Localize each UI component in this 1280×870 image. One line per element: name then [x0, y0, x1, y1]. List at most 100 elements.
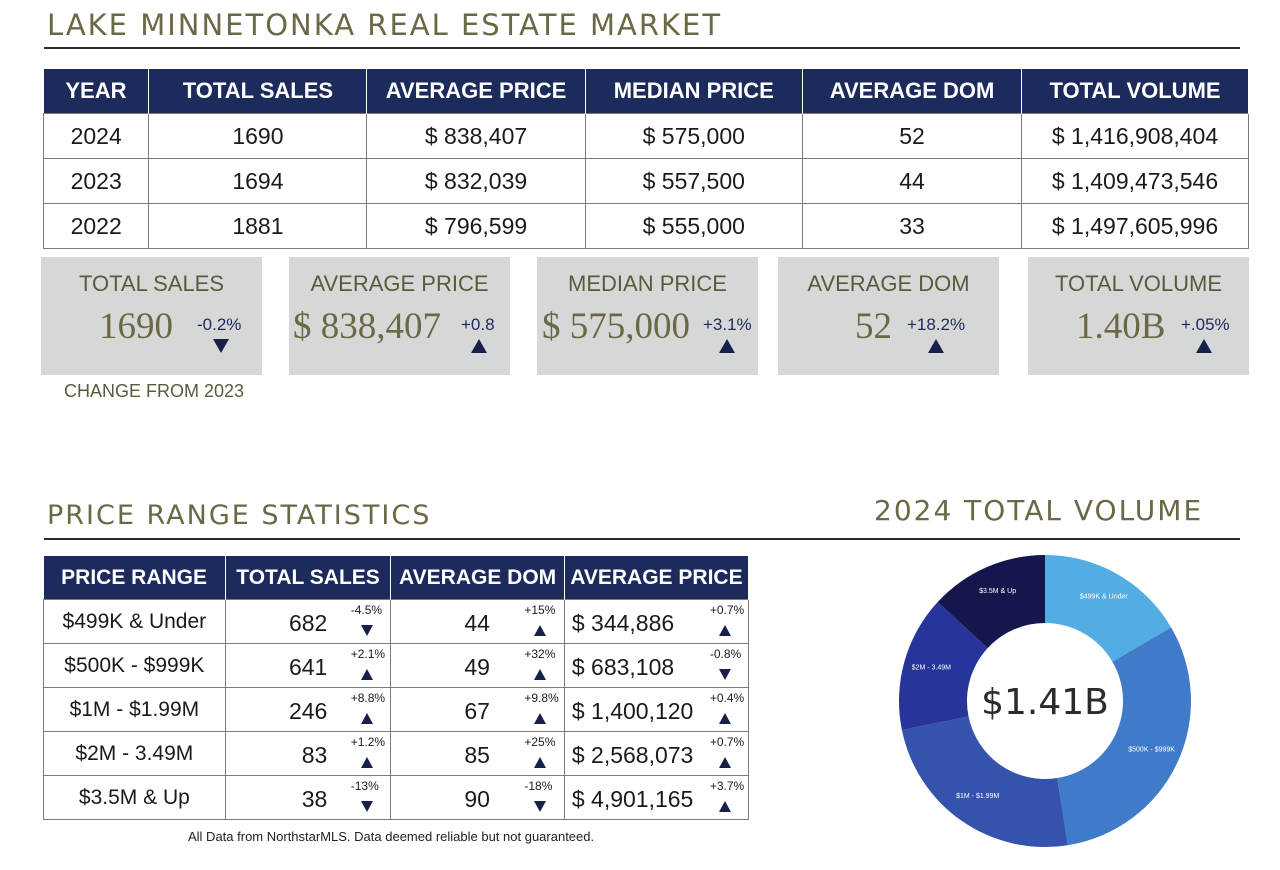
- sales-change: +8.8%: [350, 691, 386, 705]
- price-change: +0.7%: [709, 735, 745, 749]
- cell-total-volume: $ 1,497,605,996: [1021, 203, 1249, 249]
- cell-total-sales: 246 +8.8%: [224, 687, 392, 732]
- dom-change: +9.8%: [524, 691, 559, 705]
- slice-label: $1M - $1.99M: [956, 793, 999, 800]
- cell-price-range: $2M - 3.49M: [43, 731, 226, 776]
- down-arrow-icon: [213, 339, 229, 353]
- section-title-volume: 2024 TOTAL VOLUME: [874, 494, 1204, 527]
- price-range-table: PRICE RANGE TOTAL SALES AVERAGE DOM AVER…: [43, 556, 750, 820]
- cell-median-price: $ 555,000: [584, 203, 804, 249]
- section-title-price-range: PRICE RANGE STATISTICS: [47, 500, 432, 531]
- table-row: $2M - 3.49M 83 +1.2% 85 +25% $ 2,568,073 +0.7%: [43, 731, 750, 776]
- price-table-header-row: PRICE RANGE TOTAL SALES AVERAGE DOM AVER…: [43, 556, 750, 600]
- col-header-average-price: AVERAGE PRICE: [366, 69, 586, 114]
- cell-average-dom: 67 +9.8%: [390, 687, 565, 732]
- cell-total-volume: $ 1,416,908,404: [1021, 113, 1249, 159]
- cell-total-sales: 1694: [148, 158, 368, 204]
- table-row: $3.5M & Up 38 -13% 90 -18% $ 4,901,165 +3.7%: [43, 775, 750, 820]
- cell-year: 2022: [42, 203, 150, 249]
- card-value: 1.40B: [1076, 306, 1166, 347]
- card-total-volume: TOTAL VOLUME 1.40B +.05%: [1028, 257, 1249, 375]
- down-arrow-icon: [534, 801, 547, 812]
- table-row: 2024 1690 $ 838,407 $ 575,000 52 $ 1,416…: [42, 113, 1249, 159]
- cell-average-dom: 44: [802, 158, 1023, 204]
- card-average-dom: AVERAGE DOM 52 +18.2%: [778, 257, 999, 375]
- cell-average-dom: 90 -18%: [390, 775, 565, 820]
- table-row: $500K - $999K 641 +2.1% 49 +32% $ 683,108 -0.8…: [43, 643, 750, 688]
- down-arrow-icon: [360, 625, 373, 636]
- cell-total-sales: 641 +2.1%: [224, 643, 392, 688]
- sales-change: +2.1%: [350, 647, 386, 661]
- dom-value: 90: [464, 786, 490, 812]
- sales-value: 246: [288, 698, 328, 724]
- cell-total-sales: 1881: [148, 203, 368, 249]
- card-value: $ 575,000: [542, 306, 690, 347]
- card-title: TOTAL VOLUME: [1054, 271, 1223, 296]
- up-arrow-icon: [471, 339, 487, 353]
- cell-average-price: $ 838,407: [366, 113, 586, 159]
- card-value: 52: [855, 306, 892, 347]
- up-arrow-icon: [1196, 339, 1212, 353]
- slice-label: $3.5M & Up: [979, 588, 1016, 595]
- sales-change: -4.5%: [350, 603, 383, 617]
- cell-price-range: $499K & Under: [43, 599, 226, 644]
- price-value: $ 4,901,165: [571, 786, 694, 812]
- table-row: $1M - $1.99M 246 +8.8% 67 +9.8% $ 1,400,120 +0…: [43, 687, 750, 732]
- card-title: MEDIAN PRICE: [568, 271, 727, 296]
- donut-center-label: $1.41B: [981, 682, 1109, 723]
- col-header-average-price: AVERAGE PRICE: [564, 556, 750, 600]
- col-header-year: YEAR: [43, 69, 150, 114]
- cell-average-price: $ 683,108 -0.8%: [563, 643, 750, 688]
- donut-slice: [937, 555, 1045, 649]
- sales-value: 682: [288, 610, 328, 636]
- card-median-price: MEDIAN PRICE $ 575,000 +3.1%: [537, 257, 758, 375]
- card-title: AVERAGE PRICE: [310, 271, 489, 296]
- section-divider: [44, 538, 1240, 540]
- slice-label: $2M - 3.49M: [912, 664, 951, 671]
- card-change: +.05%: [1181, 315, 1230, 334]
- table-row: 2023 1694 $ 832,039 $ 557,500 44 $ 1,409…: [42, 158, 1249, 204]
- dom-change: +32%: [524, 647, 556, 661]
- card-change: -0.2%: [197, 315, 242, 334]
- cell-total-sales: 38 -13%: [224, 775, 392, 820]
- cell-average-price: $ 796,599: [366, 203, 586, 249]
- slice-label: $499K & Under: [1080, 594, 1129, 601]
- cell-average-dom: 33: [802, 203, 1023, 249]
- up-arrow-icon: [718, 713, 731, 724]
- card-change: +0.8: [461, 315, 495, 334]
- cell-average-price: $ 832,039: [366, 158, 586, 204]
- cell-average-dom: 49 +32%: [390, 643, 565, 688]
- dom-value: 67: [464, 698, 490, 724]
- price-value: $ 683,108: [571, 654, 675, 680]
- col-header-average-dom: AVERAGE DOM: [390, 556, 565, 600]
- card-title: TOTAL SALES: [78, 271, 225, 296]
- footnote: All Data from NorthstarMLS. Data deemed …: [188, 829, 595, 844]
- cell-average-dom: 44 +15%: [390, 599, 565, 644]
- down-arrow-icon: [360, 801, 373, 812]
- cell-average-price: $ 2,568,073 +0.7%: [563, 731, 750, 776]
- up-arrow-icon: [360, 713, 373, 724]
- market-summary-table: YEAR TOTAL SALES AVERAGE PRICE MEDIAN PR…: [42, 69, 1249, 249]
- donut-slice: [899, 602, 988, 731]
- dom-change: +25%: [524, 735, 556, 749]
- table-row: 2022 1881 $ 796,599 $ 555,000 33 $ 1,497…: [42, 203, 1249, 249]
- slice-label: $500K - $999K: [1128, 747, 1175, 754]
- card-change: +18.2%: [907, 315, 966, 334]
- price-change: -0.8%: [709, 647, 742, 661]
- col-header-total-sales: TOTAL SALES: [148, 69, 368, 114]
- cell-year: 2024: [42, 113, 150, 159]
- col-header-total-sales: TOTAL SALES: [225, 556, 392, 600]
- cell-total-sales: 682 -4.5%: [224, 599, 392, 644]
- card-average-price: AVERAGE PRICE $ 838,407 +0.8: [289, 257, 510, 375]
- up-arrow-icon: [534, 713, 547, 724]
- dom-change: -18%: [524, 779, 553, 793]
- cell-total-sales: 1690: [148, 113, 368, 159]
- card-change: +3.1%: [703, 315, 752, 334]
- card-title: AVERAGE DOM: [807, 271, 970, 296]
- cell-average-price: $ 4,901,165 +3.7%: [563, 775, 750, 820]
- cell-average-price: $ 344,886 +0.7%: [563, 599, 750, 644]
- up-arrow-icon: [928, 339, 944, 353]
- up-arrow-icon: [718, 757, 731, 768]
- col-header-median-price: MEDIAN PRICE: [585, 69, 804, 114]
- cell-median-price: $ 557,500: [584, 158, 804, 204]
